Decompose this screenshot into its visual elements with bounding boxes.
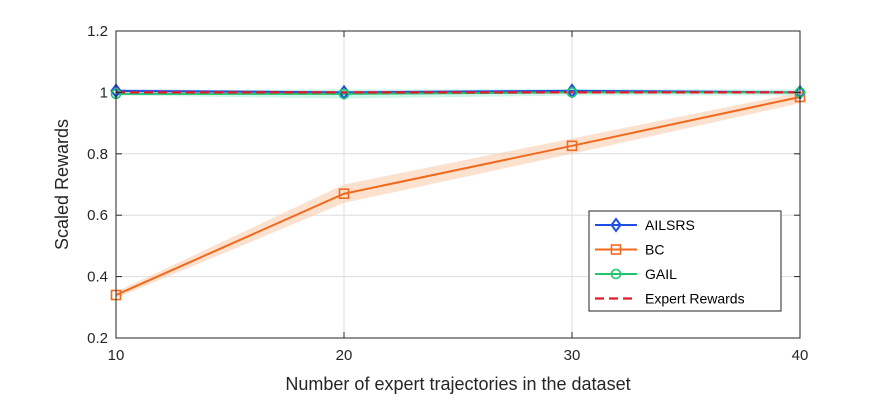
y-tick-label: 0.2 xyxy=(87,330,108,347)
legend-label-bc: BC xyxy=(645,242,664,258)
series-lines xyxy=(115,89,801,296)
y-tick-label: 1 xyxy=(100,84,108,101)
x-tick-label: 40 xyxy=(792,347,809,364)
x-axis-label: Number of expert trajectories in the dat… xyxy=(285,374,630,394)
legend-marker-ailsrs xyxy=(610,217,622,233)
bc-line xyxy=(115,96,801,296)
legend-marker-bc xyxy=(610,244,622,255)
bc-point xyxy=(566,140,578,152)
y-tick-label: 0.6 xyxy=(87,207,108,224)
tick-labels: 10 20 30 40 0.2 0.4 0.6 0.8 1 1.2 xyxy=(87,23,808,364)
x-tick-label: 30 xyxy=(564,347,581,364)
legend-label-expert-rewards: Expert Rewards xyxy=(645,291,745,307)
plot-frame xyxy=(115,30,801,339)
y-tick-label: 0.4 xyxy=(87,269,108,286)
legend-marker-gail xyxy=(610,268,622,280)
gail-point xyxy=(338,88,350,100)
y-axis-label: Scaled Rewards xyxy=(52,119,72,250)
gail-point xyxy=(566,87,578,98)
x-tick-label: 20 xyxy=(336,347,353,364)
axis-ticks xyxy=(115,30,801,339)
bc-band xyxy=(116,92,800,299)
bc-point xyxy=(338,188,350,200)
legend-label-gail: GAIL xyxy=(645,266,677,282)
legend-box xyxy=(588,210,782,312)
y-tick-label: 0.8 xyxy=(87,146,108,163)
legend: AILSRS BC GAIL Expert Rewards xyxy=(588,210,782,312)
legend-label-ailsrs: AILSRS xyxy=(645,217,695,233)
y-tick-label: 1.2 xyxy=(87,23,108,40)
x-tick-label: 10 xyxy=(108,347,125,364)
